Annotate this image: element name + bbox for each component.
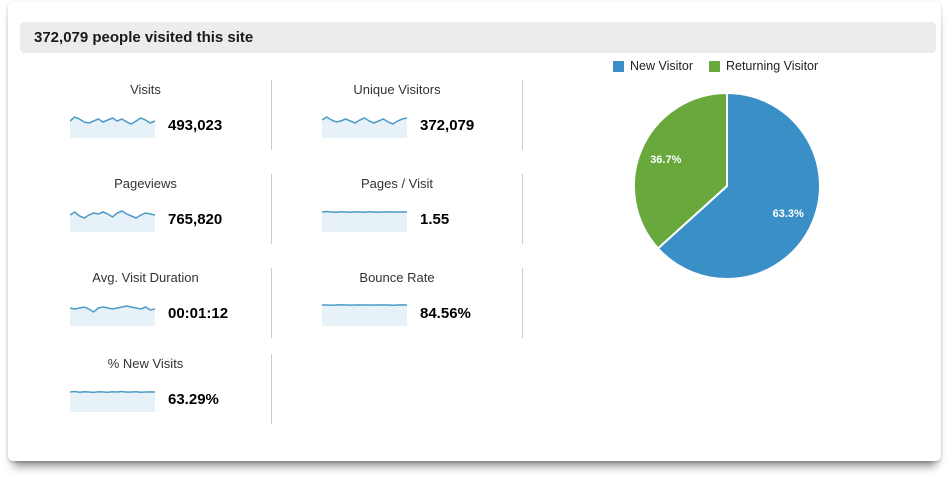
- metric-value: 00:01:12: [168, 304, 229, 322]
- page-title: 372,079 people visited this site: [20, 22, 936, 53]
- metric-label: Bounce Rate: [359, 270, 435, 285]
- metric-block-avg-visit-duration[interactable]: Avg. Visit Duration 00:01:12: [20, 268, 272, 338]
- metric-value: 372,079: [420, 116, 475, 134]
- sparkline-pct-new-visits: [70, 390, 155, 412]
- metric-label: Pageviews: [114, 176, 177, 191]
- legend: New Visitor Returning Visitor: [613, 59, 818, 73]
- metric-label: Avg. Visit Duration: [92, 270, 199, 285]
- pie-slice-new-visitor[interactable]: [656, 91, 821, 280]
- sparkline-avg-visit-duration: [70, 305, 155, 326]
- legend-item-returning-visitor[interactable]: Returning Visitor: [708, 59, 819, 73]
- metric-block-bounce-rate[interactable]: Bounce Rate 84.56%: [272, 268, 523, 338]
- sparkline-pageviews: [70, 210, 155, 232]
- dashboard-card: 372,079 people visited this site Visits …: [8, 2, 941, 461]
- sparkline-unique-visitors: [322, 116, 407, 138]
- legend-label: Returning Visitor: [725, 59, 819, 73]
- metric-block-visits[interactable]: Visits 493,023: [20, 80, 272, 150]
- legend-swatch-returning-visitor: [708, 60, 720, 72]
- metric-value: 765,820: [168, 210, 223, 228]
- legend-item-new-visitor[interactable]: New Visitor: [613, 59, 693, 73]
- metric-value: 493,023: [168, 116, 223, 134]
- legend-swatch-new-visitor: [613, 60, 624, 72]
- sparkline-bounce-rate: [322, 304, 407, 326]
- metric-block-pages-per-visit[interactable]: Pages / Visit 1.55: [272, 174, 523, 244]
- pie-chart[interactable]: 63.3% 36.7%: [627, 86, 827, 286]
- pie-slice-returning-visitor[interactable]: [633, 91, 728, 250]
- metric-label: Visits: [130, 82, 161, 97]
- sparkline-pages-per-visit: [322, 210, 407, 232]
- metric-block-unique-visitors[interactable]: Unique Visitors 372,079: [272, 80, 523, 150]
- metric-value: 1.55: [420, 210, 450, 228]
- metric-label: % New Visits: [107, 356, 184, 371]
- pie-slice-label: 63.3%: [773, 208, 804, 220]
- visitor-type-chart: New Visitor Returning Visitor 63.3% 36.7%: [568, 52, 938, 302]
- metric-label: Pages / Visit: [360, 176, 434, 191]
- metric-value: 84.56%: [420, 304, 471, 322]
- sparkline-visits: [70, 116, 155, 138]
- metric-block-pageviews[interactable]: Pageviews 765,820: [20, 174, 272, 244]
- metric-label: Unique Visitors: [353, 82, 441, 97]
- metric-block-pct-new-visits[interactable]: % New Visits 63.29%: [20, 354, 272, 424]
- legend-label: New Visitor: [630, 59, 693, 73]
- metric-value: 63.29%: [168, 390, 219, 408]
- pie-slice-label: 36.7%: [650, 154, 681, 166]
